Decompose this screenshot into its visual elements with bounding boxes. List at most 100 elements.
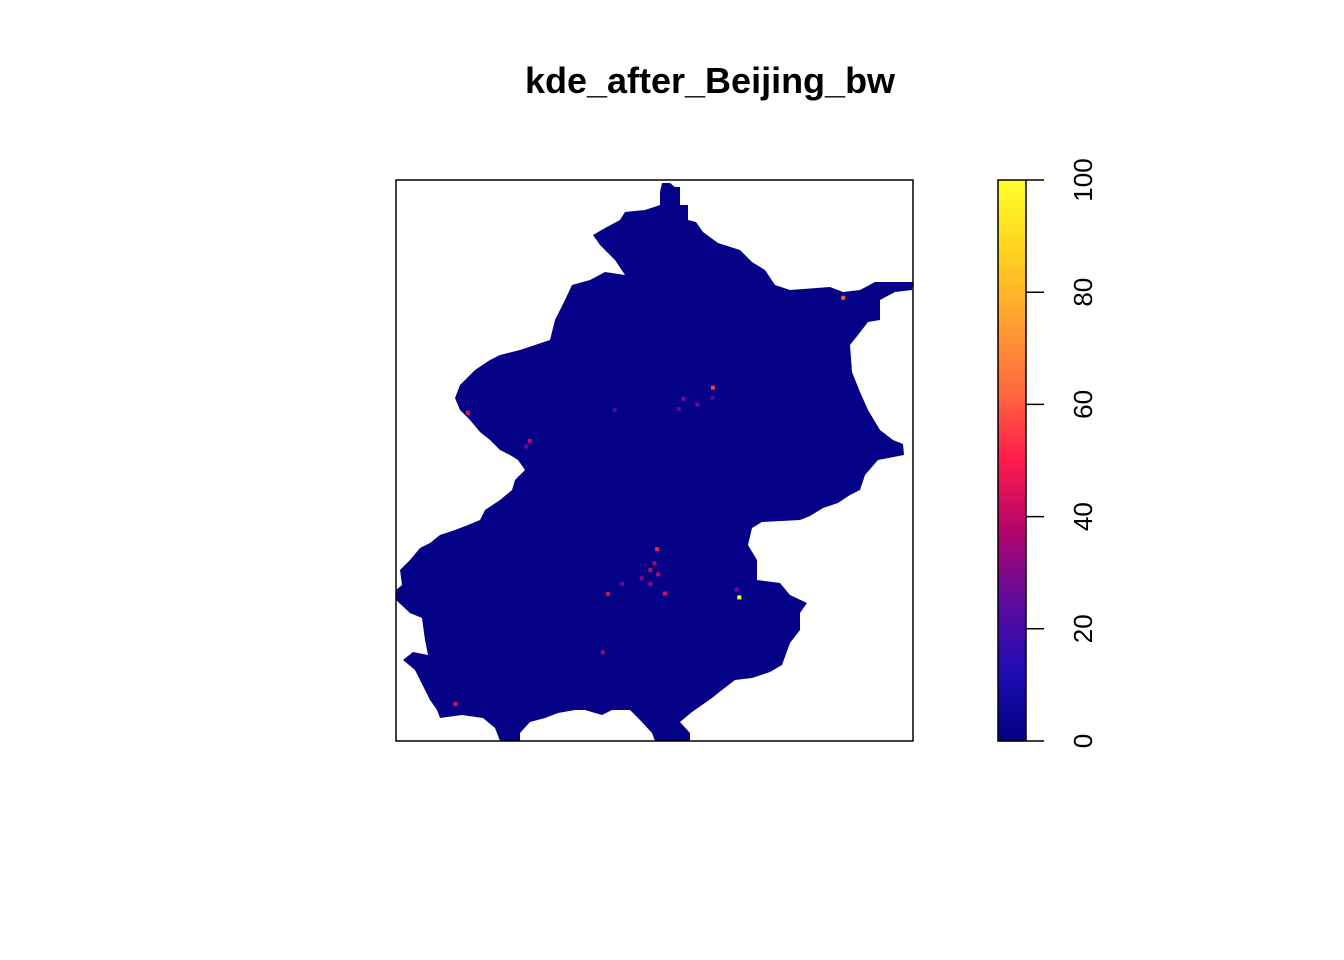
colorbar-stripe xyxy=(998,276,1026,283)
colorbar-stripe xyxy=(998,659,1026,666)
colorbar-stripe xyxy=(998,195,1026,201)
colorbar-stripe xyxy=(998,414,1026,421)
hotspot-cell-10 xyxy=(655,547,660,552)
colorbar-stripe xyxy=(998,542,1026,548)
colorbar-stripe xyxy=(998,307,1026,314)
colorbar-stripe xyxy=(998,531,1026,538)
hotspot-cell-4 xyxy=(695,402,700,407)
hotspot-cell-21 xyxy=(600,650,605,655)
colorbar-stripe xyxy=(998,368,1026,375)
colorbar-stripe xyxy=(998,282,1026,288)
colorbar-stripe xyxy=(998,246,1026,252)
colorbar-stripe xyxy=(998,322,1026,329)
colorbar-stripe xyxy=(998,236,1026,242)
colorbar-stripe xyxy=(998,710,1026,717)
beijing-region-raster xyxy=(396,183,913,741)
colorbar-stripe xyxy=(998,623,1026,630)
colorbar-stripe xyxy=(998,424,1026,431)
colorbar-stripe xyxy=(998,690,1026,696)
colorbar-tick-label-0: 0 xyxy=(1068,734,1098,748)
colorbar-stripe xyxy=(998,297,1026,303)
colorbar-stripe xyxy=(998,725,1026,732)
colorbar-stripe xyxy=(998,465,1026,472)
colorbar-stripe xyxy=(998,674,1026,681)
colorbar-stripe xyxy=(998,501,1026,507)
colorbar-stripe xyxy=(998,547,1026,553)
colorbar-stripe xyxy=(998,567,1026,574)
colorbar-stripe xyxy=(998,715,1026,722)
hotspot-cell-20 xyxy=(737,595,742,600)
hotspot-cell-17 xyxy=(606,592,610,596)
colorbar-stripe xyxy=(998,343,1026,349)
colorbar-stripe xyxy=(998,287,1026,293)
colorbar-stripe xyxy=(998,552,1026,558)
colorbar-stripe xyxy=(998,562,1026,569)
colorbar-legend: 0 20 40 60 80 100 xyxy=(997,158,1098,748)
colorbar-stripe xyxy=(998,317,1026,324)
hotspot-cell-1 xyxy=(710,385,715,390)
hotspot-cell-11 xyxy=(648,567,653,572)
colorbar-stripe xyxy=(998,185,1026,191)
hotspot-cell-8 xyxy=(527,438,532,443)
colorbar-stripe xyxy=(998,649,1026,655)
colorbar-stripe xyxy=(998,271,1026,278)
colorbar-stripe xyxy=(998,429,1026,436)
colorbar-stripe xyxy=(998,526,1026,533)
colorbar-stripe xyxy=(998,608,1026,615)
colorbar-stripe xyxy=(998,384,1026,390)
colorbar-ticks: 0 20 40 60 80 100 xyxy=(1026,158,1098,748)
hotspot-cell-19 xyxy=(734,587,739,592)
colorbar-stripe xyxy=(998,618,1026,625)
colorbar-stripe xyxy=(998,669,1026,676)
colorbar-stripe xyxy=(998,603,1026,609)
region-fill xyxy=(396,183,913,741)
colorbar-stripe xyxy=(998,261,1026,268)
colorbar-stripe xyxy=(998,205,1026,212)
colorbar-stripe xyxy=(998,598,1026,604)
colorbar-stripe xyxy=(998,435,1026,441)
colorbar-stripe xyxy=(998,516,1026,523)
colorbar-stripe xyxy=(998,312,1026,319)
chart-title: kde_after_Beijing_bw xyxy=(525,60,896,101)
hotspot-cell-18 xyxy=(620,581,625,586)
colorbar-stripe xyxy=(998,353,1026,360)
colorbar-stripe xyxy=(998,389,1026,395)
colorbar-stripe xyxy=(998,292,1026,298)
colorbar-tick-label-80: 80 xyxy=(1068,278,1098,307)
colorbar-stripe xyxy=(998,348,1026,354)
colorbar-stripe xyxy=(998,730,1026,737)
colorbar-stripe xyxy=(998,450,1026,456)
colorbar-stripe xyxy=(998,327,1026,334)
colorbar-stripe xyxy=(998,445,1026,451)
colorbar-stripe xyxy=(998,440,1026,446)
colorbar-stripe xyxy=(998,582,1026,589)
colorbar-frame xyxy=(997,179,1027,742)
colorbar-stripe xyxy=(998,588,1026,594)
colorbar-stripe xyxy=(998,572,1026,579)
colorbar-stripe xyxy=(998,639,1026,645)
colorbar-stripe xyxy=(998,266,1026,273)
hotspot-cell-22 xyxy=(453,702,458,706)
colorbar-stripe xyxy=(998,190,1026,196)
colorbar-stripe xyxy=(998,720,1026,727)
hotspot-cell-0 xyxy=(841,295,846,300)
colorbar-stripe xyxy=(998,455,1026,462)
colorbar-stripe xyxy=(998,338,1026,344)
colorbar-stripe xyxy=(998,231,1026,237)
hotspot-cell-6 xyxy=(612,408,617,412)
colorbar-stripe xyxy=(998,735,1026,742)
colorbar-stripe xyxy=(998,399,1026,405)
hotspot-cell-5 xyxy=(710,395,715,400)
colorbar-stripe xyxy=(998,333,1026,339)
colorbar-stripe xyxy=(998,220,1026,227)
hotspot-cell-7 xyxy=(465,410,470,415)
map-frame xyxy=(395,179,914,742)
colorbar-stripe xyxy=(998,557,1026,564)
colorbar-stripe xyxy=(998,180,1026,186)
colorbar-stripe xyxy=(998,537,1026,543)
colorbar-stripe xyxy=(998,241,1026,247)
colorbar-stripe xyxy=(998,358,1026,365)
colorbar-stripe xyxy=(998,404,1026,411)
colorbar-stripe xyxy=(998,480,1026,487)
